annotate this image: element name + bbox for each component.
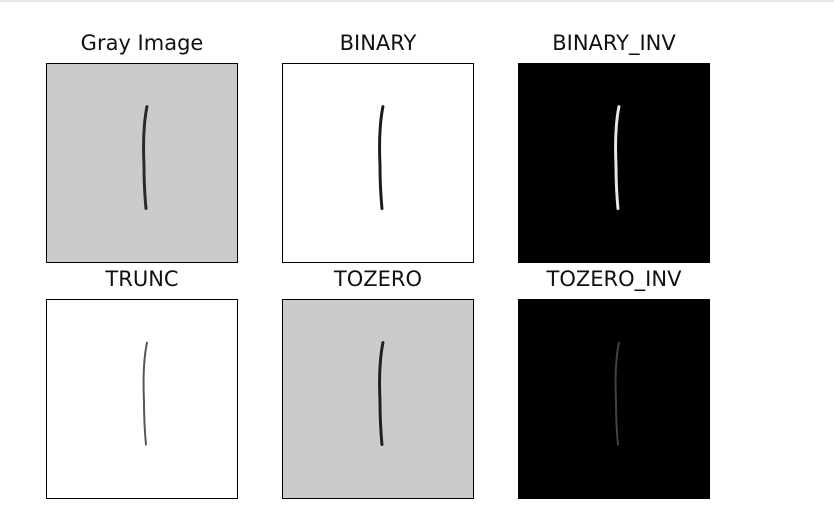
image-background: [283, 300, 473, 498]
image-axes: [282, 63, 474, 263]
window-top-edge: [0, 0, 834, 2]
subplot-tozero-inv: TOZERO_INV: [518, 267, 710, 499]
subplot-title: BINARY: [339, 31, 417, 55]
image-axes: [518, 299, 710, 499]
subplot-title: Gray Image: [80, 31, 204, 55]
pen-line-mark: [378, 341, 385, 447]
pen-line-mark: [378, 105, 385, 211]
subplot-title: BINARY_INV: [552, 31, 676, 55]
image-axes: [282, 299, 474, 499]
image-background: [519, 64, 709, 262]
image-axes: [46, 63, 238, 263]
subplot-tozero: TOZERO: [282, 267, 474, 499]
pen-line-mark: [142, 341, 148, 446]
subplot-title: TRUNC: [105, 267, 179, 291]
image-canvas: [519, 300, 709, 498]
image-background: [47, 300, 237, 498]
image-background: [519, 300, 709, 498]
subplot-binary: BINARY: [282, 31, 474, 263]
subplot-title: TOZERO: [333, 267, 423, 291]
image-axes: [518, 63, 710, 263]
image-canvas: [283, 300, 473, 498]
image-axes: [46, 299, 238, 499]
pen-line-mark: [614, 105, 621, 211]
subplot-gray-image: Gray Image: [46, 31, 238, 263]
subplot-title: TOZERO_INV: [546, 267, 682, 291]
pen-line-mark: [142, 105, 149, 211]
image-canvas: [47, 64, 237, 262]
image-background: [47, 64, 237, 262]
image-canvas: [283, 64, 473, 262]
subplot-binary-inv: BINARY_INV: [518, 31, 710, 263]
image-canvas: [519, 64, 709, 262]
subplot-trunc: TRUNC: [46, 267, 238, 499]
image-canvas: [47, 300, 237, 498]
image-background: [283, 64, 473, 262]
pen-line-mark: [614, 341, 620, 446]
